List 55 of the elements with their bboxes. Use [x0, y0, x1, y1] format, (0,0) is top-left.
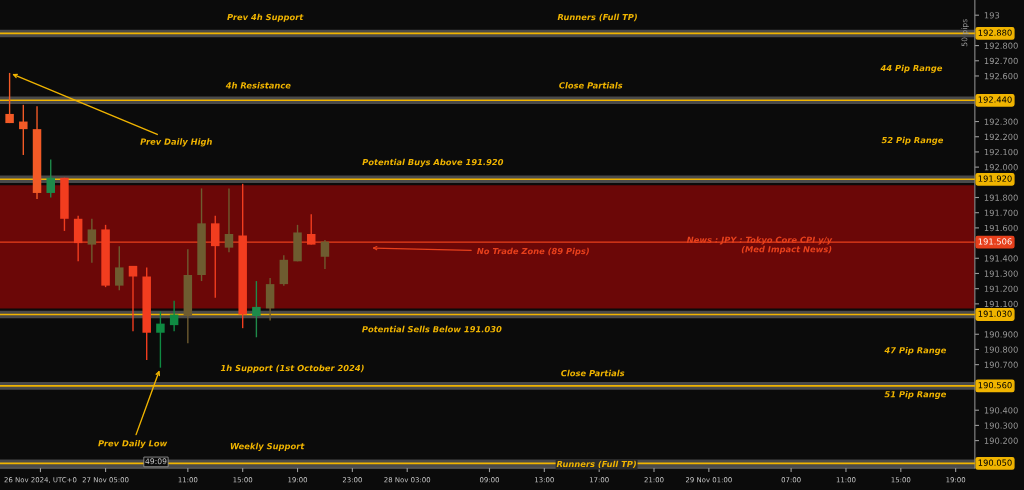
y-tick-label: 190.800 — [984, 346, 1018, 353]
y-tick-label: 191.700 — [984, 209, 1018, 216]
annotation: Close Partials — [559, 82, 623, 89]
candlestick — [19, 104, 28, 156]
candlestick — [128, 265, 138, 332]
y-tick-label: 193 — [984, 12, 1000, 19]
annotation: 44 Pip Range — [880, 64, 943, 73]
annotation: Prev Daily Low — [98, 440, 168, 449]
annotation: 1h Support (1st October 2024) — [220, 364, 364, 373]
annotation: Prev 4h Support — [227, 13, 304, 22]
annotation: Prev Daily High — [140, 138, 212, 147]
y-tick-label: 191.200 — [984, 285, 1018, 292]
annotation: No Trade Zone (89 Pips) — [476, 247, 589, 256]
annotation: Close Partials — [561, 369, 625, 377]
y-tick-label: 192.200 — [984, 133, 1018, 141]
candlestick — [320, 239, 330, 270]
annotation: Potential Buys Above 191.920 — [362, 158, 504, 167]
ref-line-label: 192.880 — [978, 29, 1012, 36]
ref-line-label: 190.050 — [978, 459, 1012, 466]
y-tick-label: 191.100 — [984, 300, 1018, 308]
y-tick-label: 191.800 — [984, 194, 1018, 201]
y-tick-label: 192.700 — [984, 57, 1018, 65]
y-tick-label: 190.300 — [984, 422, 1018, 429]
candlestick — [87, 218, 97, 264]
annotation: Weekly Support — [230, 442, 305, 451]
annotation: 52 Pip Range — [881, 136, 944, 145]
ref-line-label: 191.030 — [978, 310, 1012, 317]
y-tick-label: 190.700 — [984, 361, 1018, 368]
annotation: 47 Pip Range — [884, 346, 947, 356]
candlestick — [169, 300, 179, 332]
y-tick-label: 192.800 — [984, 42, 1018, 49]
y-tick-label: 191.400 — [984, 255, 1018, 262]
candlestick — [252, 280, 261, 338]
y-tick-label: 190.200 — [984, 437, 1018, 444]
ref-line-label: 190.560 — [978, 382, 1012, 389]
annotation: Potential Sells Below 191.030 — [362, 325, 502, 333]
candlestick — [46, 158, 55, 199]
y-tick-label: 192.300 — [984, 118, 1018, 125]
candlestick — [224, 187, 234, 253]
y-tick-label: 191.600 — [984, 224, 1018, 232]
ref-line-label: 192.440 — [978, 96, 1012, 103]
ref-line-label: 191.506 — [978, 238, 1012, 245]
y-tick-label: 190.900 — [984, 331, 1018, 338]
annotation: 4h Resistance — [225, 82, 291, 89]
y-tick-label: 192.000 — [984, 164, 1018, 171]
y-tick-label: 190.400 — [984, 407, 1018, 414]
y-tick-label: 192.600 — [984, 72, 1018, 80]
candlestick — [156, 310, 165, 369]
y-tick-label: 192.100 — [984, 148, 1018, 156]
ref-line-label: 191.920 — [978, 175, 1012, 182]
annotation: 51 Pip Range — [884, 390, 947, 400]
annotation: Runners (Full TP) — [556, 460, 636, 469]
y-tick-label: 191.300 — [984, 270, 1018, 277]
annotation: Runners (Full TP) — [557, 13, 637, 22]
candlestick — [115, 245, 124, 291]
